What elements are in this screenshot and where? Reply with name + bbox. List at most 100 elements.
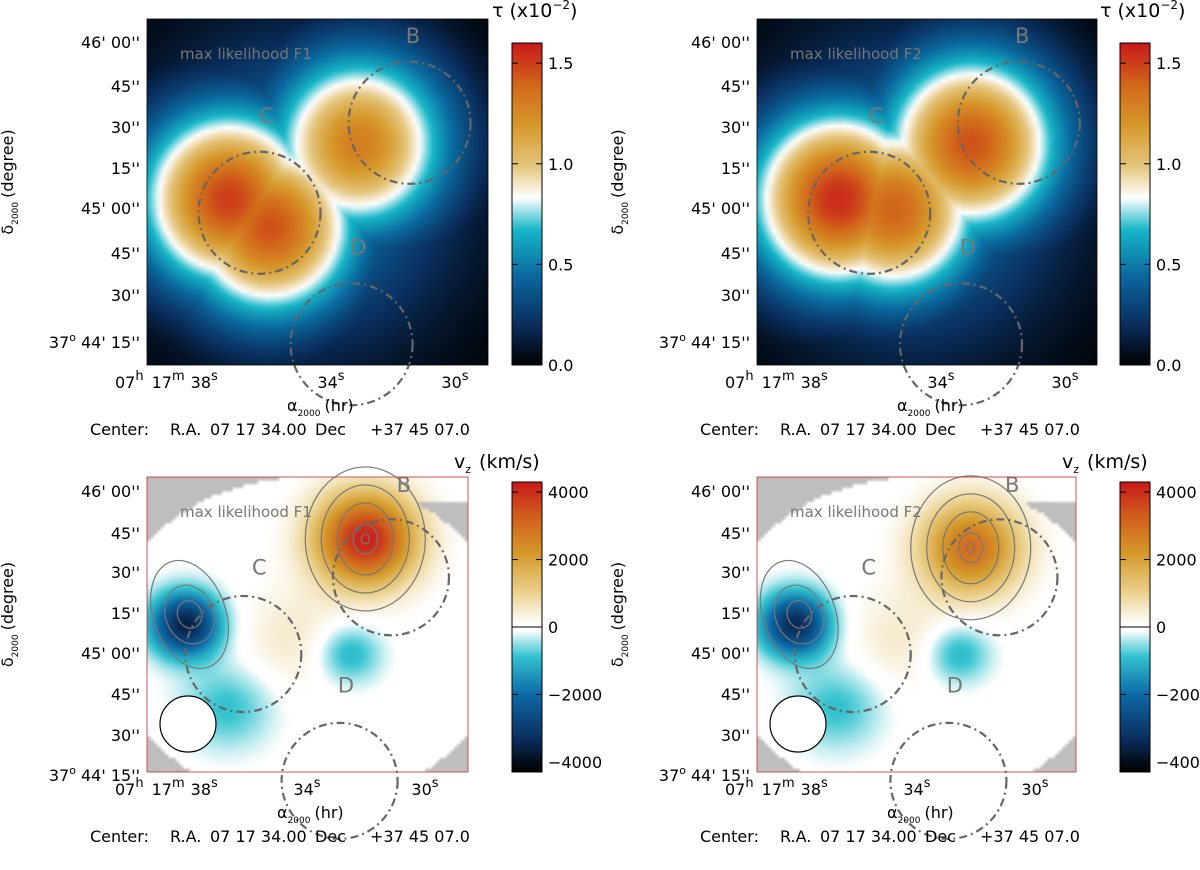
- region-label: B: [397, 473, 411, 497]
- contour-line: [926, 493, 1016, 603]
- x-tick-label: 07h 17m 38s: [725, 369, 828, 392]
- y-tick-label: 45' 00'': [81, 199, 140, 218]
- center-ra-value: 07 17 34.00: [820, 420, 917, 439]
- panel-annotation: max likelihood F2: [790, 503, 922, 521]
- region-label: D: [960, 235, 976, 259]
- colorbar-scale: [1119, 42, 1151, 366]
- y-tick-label: 37o 44' 15'': [49, 331, 140, 352]
- plot-frame: [756, 18, 1098, 366]
- colorbar-tick-label: 1.5: [548, 54, 573, 73]
- y-tick-label: 30'': [111, 563, 140, 582]
- center-dec-label: Dec: [315, 420, 346, 439]
- region-label: B: [1005, 473, 1019, 497]
- center-label: Center:: [700, 420, 759, 439]
- x-axis-label: α2000 (hr): [277, 803, 344, 826]
- colorbar-tick-label: 4000: [548, 483, 589, 502]
- contour-line: [942, 511, 1000, 585]
- y-axis-label: δ2000(degree): [608, 562, 631, 667]
- contour-line: [759, 559, 839, 670]
- center-ra-label: R.A.: [780, 420, 811, 439]
- plot-frame: [146, 476, 469, 773]
- colorbar-tick-label: 2000: [1156, 551, 1197, 570]
- x-axis-label: α2000 (hr): [287, 396, 354, 419]
- region-label: C: [252, 555, 267, 579]
- y-tick-label: 45'': [111, 244, 140, 263]
- x-tick-label: 07h 17m 38s: [725, 776, 828, 799]
- y-tick-label: 15'': [111, 159, 140, 178]
- center-dec-value: +37 45 07.0: [370, 827, 470, 846]
- y-tick-label: 37o 44' 15'': [659, 764, 750, 785]
- y-axis-label: δ2000(degree): [0, 129, 21, 234]
- x-tick-label: 30s: [411, 776, 438, 799]
- center-label: Center:: [90, 827, 149, 846]
- center-dec-value: +37 45 07.0: [980, 420, 1080, 439]
- region-circle: [197, 150, 322, 275]
- colorbar: 0.0 0.5 1.0 1.5 τ (x10−2): [492, 0, 577, 375]
- colorbar: −4000 −2000 0 2000 4000 vz(km/s): [454, 451, 602, 773]
- plot-frame: [146, 18, 489, 366]
- y-tick-label: 45' 00'': [691, 644, 750, 663]
- region-circle: [793, 594, 912, 714]
- center-ra-label: R.A.: [170, 420, 201, 439]
- y-tick-label: 15'': [721, 604, 750, 623]
- colorbar-scale: [511, 42, 543, 366]
- center-dec-value: +37 45 07.0: [980, 827, 1080, 846]
- x-tick-label: 34s: [927, 369, 954, 392]
- region-label: C: [869, 104, 884, 128]
- y-tick-label: 30'': [721, 286, 750, 305]
- region-circle: [807, 150, 932, 275]
- colorbar-title: τ (x10−2): [1100, 0, 1185, 22]
- y-tick-label: 45'': [721, 244, 750, 263]
- contour-line: [910, 475, 1032, 621]
- region-circle: [940, 518, 1059, 637]
- region-label: C: [259, 104, 274, 128]
- contour-line: [360, 533, 370, 545]
- center-dec-label: Dec: [315, 827, 346, 846]
- colorbar-tick-label: 1.0: [1156, 155, 1181, 174]
- contour-line: [176, 600, 203, 629]
- center-ra-label: R.A.: [780, 827, 811, 846]
- y-tick-label: 46' 00'': [691, 33, 750, 52]
- region-label: B: [406, 24, 420, 48]
- colorbar-tick-label: 0.0: [548, 356, 573, 375]
- y-tick-label: 45'': [721, 524, 750, 543]
- center-ra-label: R.A.: [170, 827, 201, 846]
- region-label: D: [947, 673, 963, 697]
- center-dec-label: Dec: [925, 420, 956, 439]
- region-circle: [289, 282, 414, 407]
- center-dec-value: +37 45 07.0: [370, 420, 470, 439]
- x-tick-label: 34s: [903, 776, 930, 799]
- colorbar-tick-label: 0.5: [1156, 255, 1181, 274]
- y-tick-label: 37o 44' 15'': [49, 764, 140, 785]
- contour-line: [786, 600, 813, 629]
- colorbar-tick-label: −2000: [548, 685, 602, 704]
- x-axis-label: α2000 (hr): [897, 396, 964, 419]
- panel-annotation: max likelihood F2: [790, 45, 922, 63]
- colorbar-tick-label: 0.0: [1156, 356, 1181, 375]
- x-tick-label: 30s: [1021, 776, 1048, 799]
- y-tick-label: 15'': [111, 604, 140, 623]
- y-tick-label: 30'': [111, 118, 140, 137]
- center-label: Center:: [700, 827, 759, 846]
- y-axis-label: δ2000(degree): [608, 129, 631, 234]
- contour-line: [150, 559, 229, 670]
- colorbar: −4000 −2000 0 2000 4000 vz(km/s): [1062, 451, 1200, 773]
- y-tick-label: 30'': [721, 118, 750, 137]
- y-tick-label: 37o 44' 15'': [659, 331, 750, 352]
- center-dec-label: Dec: [925, 827, 956, 846]
- colorbar-tick-label: 0: [1156, 618, 1166, 637]
- colorbar: 0.0 0.5 1.0 1.5 τ (x10−2): [1100, 0, 1185, 375]
- y-tick-label: 45'': [111, 77, 140, 96]
- x-tick-label: 34s: [293, 776, 320, 799]
- beam-circle: [769, 695, 827, 753]
- region-circle: [956, 60, 1081, 185]
- plot-frame: [756, 476, 1077, 773]
- contour-line: [773, 584, 825, 645]
- y-tick-label: 45' 00'': [691, 199, 750, 218]
- y-tick-label: 45'': [111, 524, 140, 543]
- beam-circle: [159, 695, 217, 753]
